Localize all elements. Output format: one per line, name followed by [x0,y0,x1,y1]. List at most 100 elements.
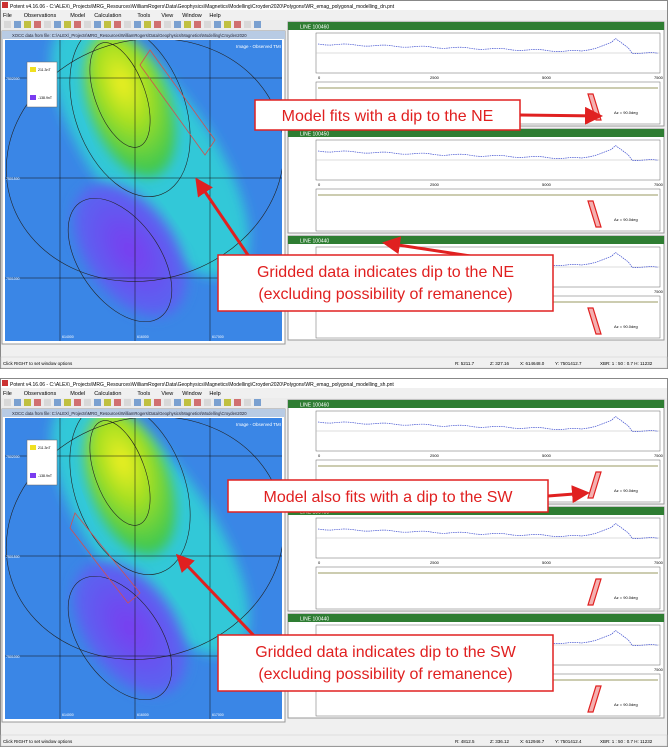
profile-tick: 2500 [430,453,440,458]
map-y-label: 7502000 [6,455,20,459]
profile-tick: 7500 [654,75,664,80]
title-bar [1,1,667,10]
callout-box [254,99,521,131]
map-y-label: 7501500 [6,555,20,559]
model-body [587,471,602,499]
status-text: X: 612946.7 [520,739,545,744]
toolbar-button[interactable] [214,399,221,406]
toolbar-button[interactable] [224,21,231,28]
toolbar-button[interactable] [64,21,71,28]
toolbar-button[interactable] [204,21,211,28]
toolbar-button[interactable] [84,399,91,406]
toolbar-button[interactable] [184,21,191,28]
toolbar-button[interactable] [214,21,221,28]
menu-item[interactable]: Calculation [94,391,121,397]
toolbar-button[interactable] [124,21,131,28]
toolbar-button[interactable] [134,21,141,28]
toolbar-button[interactable] [44,21,51,28]
line-name: LINE 100450 [300,132,329,138]
toolbar-button[interactable] [154,21,161,28]
map-x-label: 614000 [62,713,74,717]
toolbar-button[interactable] [24,21,31,28]
toolbar-button[interactable] [184,399,191,406]
menu-item[interactable]: View [161,13,173,19]
toolbar-button[interactable] [164,21,171,28]
model-plot [315,566,661,610]
toolbar-button[interactable] [174,399,181,406]
menu-item[interactable]: Observations [24,13,57,19]
toolbar-button[interactable] [134,399,141,406]
menu-item[interactable]: Help [209,391,220,397]
profile-tick: 5000 [542,182,552,187]
toolbar-button[interactable] [194,21,201,28]
menu-item[interactable]: Tools [137,391,150,397]
title-text: Potent v4.16.06 - C:\ALEX\_Projects\MRG_… [10,4,395,10]
toolbar-button[interactable] [24,399,31,406]
menu-item[interactable]: File [3,391,12,397]
toolbar-button[interactable] [144,399,151,406]
toolbar-button[interactable] [144,21,151,28]
toolbar-button[interactable] [234,21,241,28]
toolbar-button[interactable] [94,399,101,406]
toolbar-button[interactable] [4,399,11,406]
menu-item[interactable]: Window [182,13,202,19]
toolbar-button[interactable] [4,21,11,28]
map-title: XOCC data from file: C:\ALEX\_Projects\M… [12,411,247,416]
profile-tick: 7500 [654,560,664,565]
toolbar-button[interactable] [114,399,121,406]
toolbar-button[interactable] [84,21,91,28]
status-text: X: 614648.0 [520,361,545,366]
line-header [288,22,664,30]
toolbar-button[interactable] [104,21,111,28]
profile-tick: 0 [318,182,321,187]
status-text: Y: 7501412.7 [555,361,582,366]
callout-arrow [547,485,590,504]
toolbar-button[interactable] [204,399,211,406]
line-header [288,614,664,622]
toolbar-button[interactable] [94,21,101,28]
toolbar-button[interactable] [14,399,21,406]
profile-tick: 5000 [542,453,552,458]
legend-swatch-high [30,445,36,450]
toolbar-button[interactable] [64,399,71,406]
menu-item[interactable]: Model [70,13,85,19]
toolbar-button[interactable] [244,21,251,28]
menu-item[interactable]: Calculation [94,13,121,19]
callout-box [227,479,549,513]
model-body [587,578,602,606]
toolbar-button[interactable] [174,21,181,28]
toolbar-button[interactable] [154,399,161,406]
toolbar-button[interactable] [44,399,51,406]
toolbar-button[interactable] [54,21,61,28]
toolbar-button[interactable] [244,399,251,406]
callout-arrow [519,106,603,125]
contour [89,42,151,148]
menu-item[interactable]: Window [182,391,202,397]
toolbar-button[interactable] [114,21,121,28]
toolbar-button[interactable] [104,399,111,406]
toolbar-button[interactable] [254,21,261,28]
menu-item[interactable]: File [3,13,12,19]
toolbar-button[interactable] [224,399,231,406]
toolbar-button[interactable] [54,399,61,406]
menu-item[interactable]: View [161,391,173,397]
menu-item[interactable]: Observations [24,391,57,397]
toolbar-button[interactable] [74,399,81,406]
menu-item[interactable]: Help [209,13,220,19]
menu-item[interactable]: Model [70,391,85,397]
map-label: Image - Observed TMI [236,44,281,49]
toolbar-button[interactable] [14,21,21,28]
profile-tick: 2500 [430,75,440,80]
toolbar-button[interactable] [34,399,41,406]
menu-item[interactable]: Tools [137,13,150,19]
profile-tick: 7500 [654,182,664,187]
toolbar-button[interactable] [34,21,41,28]
toolbar-button[interactable] [194,399,201,406]
toolbar-button[interactable] [234,399,241,406]
toolbar-button[interactable] [254,399,261,406]
title-text: Potent v4.16.06 - C:\ALEX\_Projects\MRG_… [10,382,394,388]
toolbar-button[interactable] [74,21,81,28]
toolbar-button[interactable] [164,399,171,406]
azimuth: Az = 90.0deg [614,702,638,707]
toolbar-button[interactable] [124,399,131,406]
